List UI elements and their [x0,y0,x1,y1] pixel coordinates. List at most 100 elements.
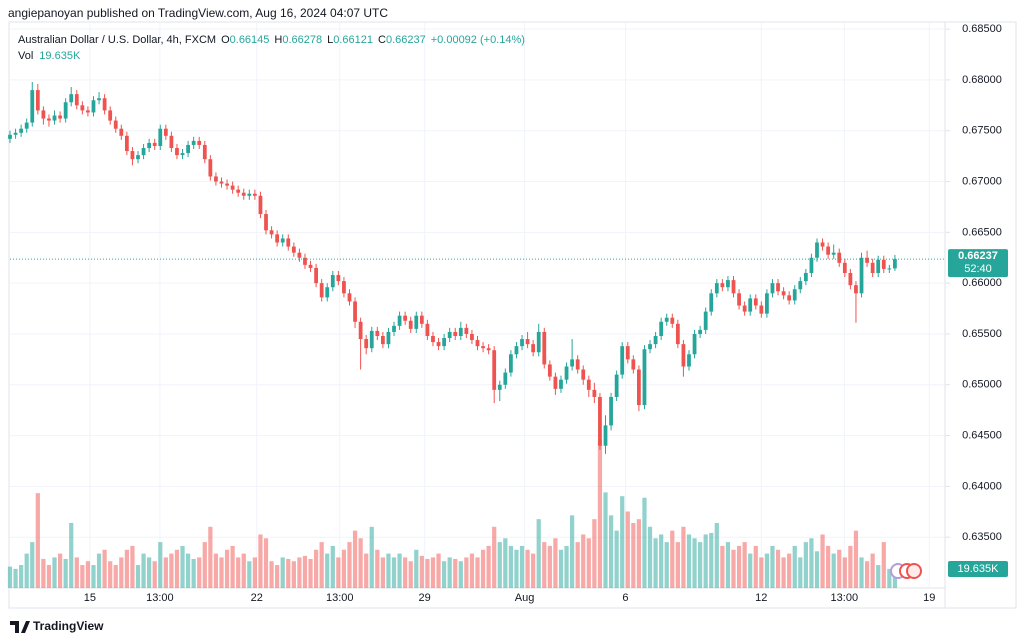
candle-body [303,257,307,265]
volume-bar [887,568,892,588]
candle-body [842,262,847,273]
volume-bar [625,511,630,588]
candle-body [74,94,79,106]
volume-bar [269,561,274,588]
candle-body [58,115,62,119]
x-tick-label: 12 [755,592,767,604]
volume-bar [636,519,642,588]
volume-bar [870,553,875,588]
volume-bar [336,557,341,588]
volume-bar [864,561,870,588]
candle-body [559,379,563,389]
candle-body [737,293,741,306]
volume-bar [820,534,825,588]
candle-body [347,293,352,302]
price-badge [948,249,1008,278]
logo-mark [10,621,30,633]
candle-body [675,323,680,345]
candle-body [486,348,491,351]
candle-body [614,374,619,397]
countdown: 52:40 [964,263,992,275]
candle-body [308,264,313,268]
volume-bar [848,545,853,588]
y-tick-label: 0.65000 [962,379,1002,391]
volume-bar [224,549,230,588]
candle-body [397,315,402,326]
volume-bar [414,549,419,588]
x-tick-label: 15 [84,592,96,604]
ohlc-key: C [378,34,386,46]
volume-bar [24,553,29,588]
volume-bar [837,549,842,588]
volume-bar [469,553,475,588]
symbol-title: Australian Dollar / U.S. Dollar, 4h, FXC… [18,34,216,46]
candle-body [848,272,853,286]
volume-legend: Vol 19.635K [18,50,81,62]
volume-bar [631,522,636,588]
candle-body [214,176,218,182]
candle-body [542,331,547,365]
volume-bar [7,566,13,588]
volume-bar [564,545,569,588]
volume-bar [542,542,547,588]
volume-bar [497,542,502,588]
volume-bar [475,557,480,588]
candle-body [236,189,241,193]
volume-bar [46,565,52,588]
candle-body [492,350,497,390]
candle-body [692,333,697,355]
volume-bar [197,557,202,588]
candle-body [208,159,213,177]
candle-layer [8,81,897,454]
volume-layer [7,439,898,588]
volume-bar [430,557,436,588]
volume-bar [558,549,564,588]
volume-bar [119,557,124,588]
volume-bar [352,530,358,588]
candle-body [102,98,107,111]
candle-body [163,128,168,136]
candle-body [280,238,285,243]
x-tick-label: 6 [622,592,628,604]
volume-bar [302,555,308,588]
candle-body [369,330,374,349]
price-badge-value: 0.66237 [958,250,998,262]
ohlc-value: 0.66145 [230,34,270,46]
volume-bar [425,558,430,588]
volume-bar [809,538,814,588]
candle-body [642,349,647,406]
candle-body [191,140,196,145]
volume-bar [330,545,335,588]
x-tick-label: 13:00 [326,592,354,604]
ohlc-key: H [274,34,282,46]
volume-bar [441,561,447,588]
candle-body [119,128,124,136]
volume-bar [391,557,397,588]
candle-body [547,364,552,377]
candle-body [514,346,519,355]
candle-body [380,335,385,345]
y-tick-label: 0.66500 [962,226,1002,238]
candle-body [564,366,569,380]
volume-bar [419,555,424,588]
ohlc-key: L [327,34,333,46]
candle-body [637,369,641,406]
candle-body [35,90,40,111]
x-tick-label: 19 [923,592,935,604]
candle-body [419,315,424,324]
candle-body [169,135,174,149]
x-tick-label: 22 [251,592,263,604]
candle-body [225,183,229,186]
candle-body [286,238,291,247]
volume-bar [380,557,386,588]
volume-bar [208,526,213,588]
candle-body [63,102,68,119]
volume-bar [213,553,219,588]
volume-bar [52,557,57,588]
candle-body [553,376,558,389]
volume-bar [514,549,519,588]
volume-bar [492,526,497,588]
volume-bar [698,542,703,588]
volume-bar [736,545,742,588]
volume-bar [185,553,191,588]
